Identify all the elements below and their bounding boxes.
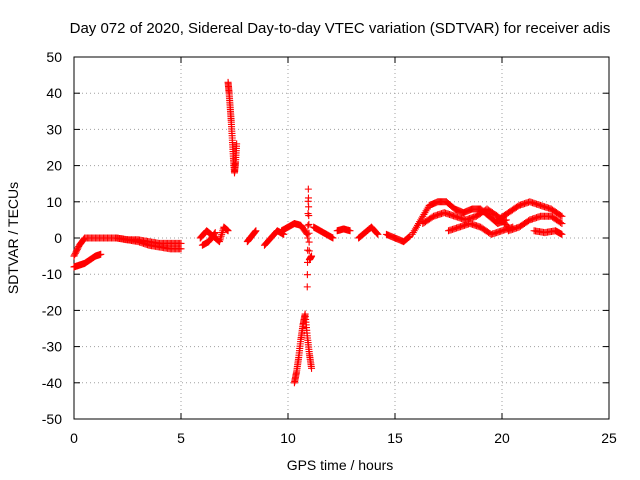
series-mid-arc-i <box>382 230 414 246</box>
y-tick-label: 10 <box>46 194 62 210</box>
data-point <box>558 212 566 220</box>
series-early-arc-c <box>113 234 185 253</box>
data-point <box>233 140 241 148</box>
data-point <box>303 283 311 291</box>
data-point <box>303 271 311 279</box>
series-spike-down-scatter <box>303 185 316 291</box>
y-tick-label: 30 <box>46 121 62 137</box>
series-spike-up <box>224 78 241 177</box>
series-late-arc-b <box>419 205 512 231</box>
y-axis-title: SDTVAR / TECUs <box>5 182 21 294</box>
axis-ticks: 0 5 10 15 20 25 -50 -40 -30 -20 -10 0 10 20 30 40 50 <box>42 49 617 446</box>
x-tick-label: 0 <box>70 430 78 446</box>
series-late-arc-f <box>530 227 566 238</box>
series-mid-arc-b <box>198 229 219 249</box>
x-tick-label: 15 <box>387 430 403 446</box>
data-point <box>304 185 312 193</box>
x-tick-label: 5 <box>177 430 185 446</box>
data-point <box>211 229 219 237</box>
y-tick-label: 0 <box>54 230 62 246</box>
series-mid-arc-h <box>355 223 382 242</box>
series-mid-arc-g <box>333 225 354 235</box>
data-point <box>304 194 312 202</box>
data-points <box>70 78 566 387</box>
series-late-arc-d <box>494 198 566 224</box>
data-point <box>304 222 312 230</box>
series-mid-arc-d <box>260 227 288 249</box>
data-point <box>374 230 382 238</box>
series-late-arc-a <box>408 198 510 238</box>
data-point <box>557 211 565 219</box>
data-point <box>210 230 218 238</box>
y-tick-label: -30 <box>42 339 62 355</box>
data-point <box>305 203 313 211</box>
data-point <box>305 220 313 228</box>
y-tick-label: 50 <box>46 49 62 65</box>
data-point <box>305 212 313 220</box>
data-point <box>305 229 313 237</box>
y-tick-label: -50 <box>42 411 62 427</box>
data-point <box>97 250 105 258</box>
data-point <box>252 227 260 235</box>
data-point <box>304 246 312 254</box>
y-tick-label: -20 <box>42 302 62 318</box>
x-axis-title: GPS time / hours <box>287 457 394 473</box>
data-point <box>305 247 313 255</box>
x-tick-label: 10 <box>280 430 296 446</box>
y-tick-label: 20 <box>46 158 62 174</box>
series-mid-arc-f <box>310 223 337 242</box>
series-spike-down <box>290 310 316 387</box>
data-point <box>304 234 312 242</box>
data-point <box>558 230 566 238</box>
series-mid-arc-c <box>243 227 260 246</box>
series-mid-arc-e <box>278 220 311 238</box>
data-point <box>308 364 316 372</box>
data-point <box>404 234 412 242</box>
series-early-arc-b <box>70 250 105 271</box>
data-point <box>305 238 313 246</box>
x-tick-label: 25 <box>601 430 617 446</box>
data-point <box>308 252 316 260</box>
data-point <box>224 227 232 235</box>
data-point <box>346 227 354 235</box>
y-tick-label: -10 <box>42 266 62 282</box>
data-point <box>373 229 381 237</box>
y-tick-label: -40 <box>42 375 62 391</box>
chart-title: Day 072 of 2020, Sidereal Day-to-day VTE… <box>70 20 611 37</box>
data-point <box>558 220 566 228</box>
y-tick-label: 40 <box>46 85 62 101</box>
data-point <box>177 245 185 253</box>
data-point <box>557 219 565 227</box>
data-point <box>329 234 337 242</box>
x-tick-label: 20 <box>494 430 510 446</box>
series-late-arc-e <box>504 212 566 235</box>
